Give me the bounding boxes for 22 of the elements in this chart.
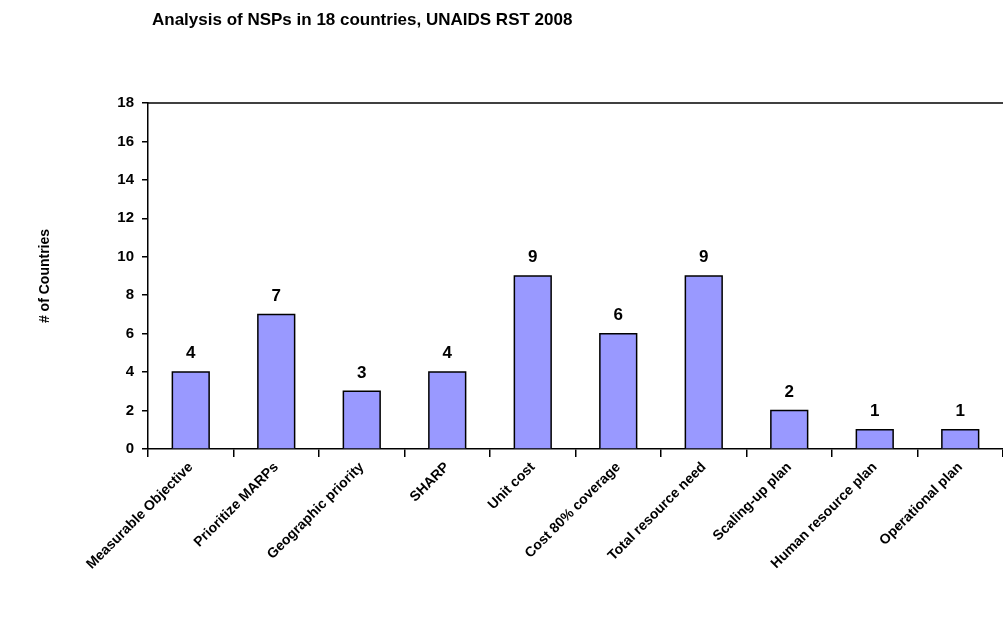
- y-tick-label: 12: [117, 208, 134, 226]
- y-tick-label: 0: [125, 439, 134, 457]
- data-label: 4: [186, 343, 197, 363]
- data-label: 1: [870, 400, 880, 420]
- data-label: 7: [271, 285, 281, 305]
- chart-title: Analysis of NSPs in 18 countries, UNAIDS RST 2008: [152, 10, 573, 30]
- data-label: 2: [784, 381, 794, 401]
- data-label: 9: [528, 247, 538, 267]
- y-tick-label: 18: [117, 93, 134, 111]
- y-tick-label: 4: [125, 362, 135, 380]
- y-tick-label: 10: [117, 246, 134, 264]
- y-tick-label: 2: [125, 400, 134, 418]
- data-label: 9: [699, 247, 709, 267]
- data-label: 4: [442, 343, 453, 363]
- y-tick-label: 14: [117, 170, 135, 188]
- y-tick-label: 16: [117, 131, 134, 149]
- y-axis-title: # of Countries: [36, 228, 53, 324]
- data-label: 3: [357, 362, 367, 382]
- data-label: 1: [955, 400, 965, 420]
- y-tick-label: 8: [125, 285, 134, 303]
- y-tick-label: 6: [125, 323, 134, 341]
- data-label: 6: [613, 304, 623, 324]
